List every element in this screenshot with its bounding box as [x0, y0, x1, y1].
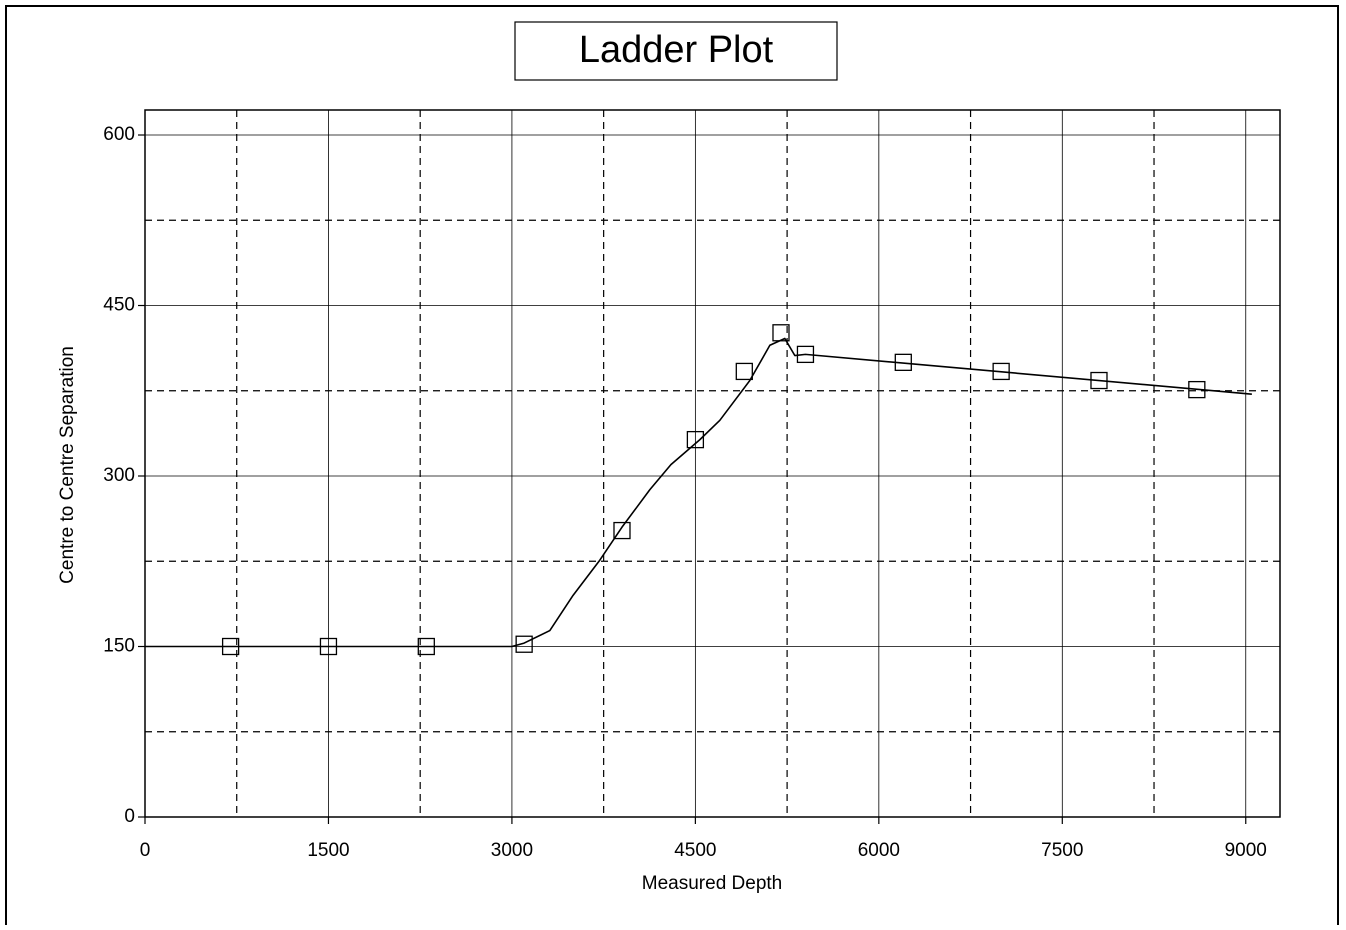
marker	[221, 637, 240, 656]
marker	[992, 362, 1010, 381]
marker	[1090, 371, 1108, 390]
x-tick-label: 7500	[1041, 840, 1083, 861]
marker	[515, 635, 533, 653]
y-tick-label: 600	[103, 124, 135, 145]
x-tick-label: 4500	[674, 840, 716, 861]
line	[145, 337, 1252, 648]
marker	[894, 353, 912, 371]
frame	[5, 5, 1339, 930]
marker	[1188, 380, 1206, 399]
x-tick-label: 3000	[491, 840, 533, 861]
x-tick-label: 1500	[307, 840, 349, 861]
marker	[772, 324, 790, 342]
y-tick-label: 450	[103, 295, 135, 316]
x-axis-label: Measured Depth	[642, 873, 782, 894]
y-tick-label: 300	[103, 465, 135, 486]
title-box	[514, 21, 838, 81]
y-tick-label: 0	[124, 806, 135, 827]
y-tick-label: 150	[103, 636, 135, 657]
marker	[417, 637, 435, 656]
x-tick-label: 9000	[1225, 840, 1267, 861]
marker	[796, 345, 815, 364]
marker	[735, 362, 753, 381]
marker	[613, 521, 631, 540]
x-tick-label: 0	[140, 840, 151, 861]
chart-title: Ladder Plot	[579, 29, 774, 71]
marker	[686, 430, 705, 449]
x-tick-label: 6000	[858, 840, 900, 861]
y-axis-label: Centre to Centre Separation	[57, 346, 78, 584]
plot-area	[144, 109, 1281, 818]
marker	[319, 637, 338, 656]
